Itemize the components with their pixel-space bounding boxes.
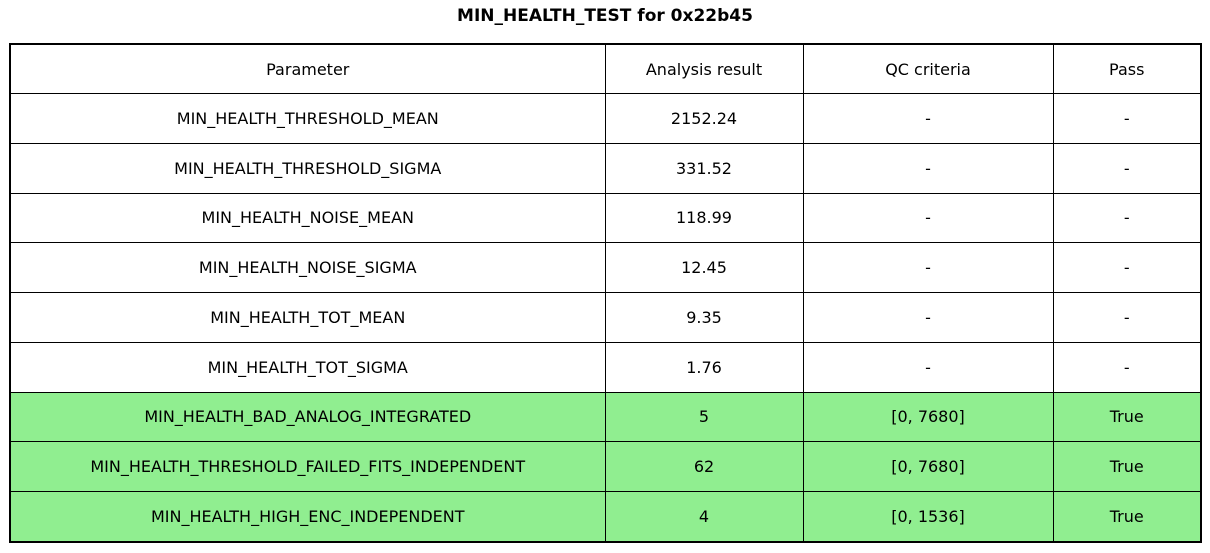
table-header-row: Parameter Analysis result QC criteria Pa… xyxy=(9,43,1202,94)
cell-pass: True xyxy=(1052,441,1202,493)
cell-parameter: MIN_HEALTH_BAD_ANALOG_INTEGRATED xyxy=(9,391,606,443)
cell-pass: - xyxy=(1052,242,1202,294)
table-row: MIN_HEALTH_TOT_SIGMA 1.76 - - xyxy=(9,341,1202,393)
table-row: MIN_HEALTH_NOISE_MEAN 118.99 - - xyxy=(9,192,1202,244)
cell-analysis-result: 4 xyxy=(604,491,804,543)
table-row: MIN_HEALTH_TOT_MEAN 9.35 - - xyxy=(9,292,1202,343)
column-header-parameter: Parameter xyxy=(9,43,606,94)
cell-qc-criteria: - xyxy=(802,142,1054,194)
cell-pass: - xyxy=(1052,192,1202,244)
table-row: MIN_HEALTH_BAD_ANALOG_INTEGRATED 5 [0, 7… xyxy=(9,391,1202,443)
cell-parameter: MIN_HEALTH_NOISE_MEAN xyxy=(9,192,606,244)
cell-qc-criteria: - xyxy=(802,192,1054,244)
cell-qc-criteria: - xyxy=(802,341,1054,393)
table-row: MIN_HEALTH_THRESHOLD_SIGMA 331.52 - - xyxy=(9,142,1202,194)
cell-pass: True xyxy=(1052,391,1202,443)
cell-parameter: MIN_HEALTH_TOT_MEAN xyxy=(9,292,606,343)
cell-analysis-result: 5 xyxy=(604,391,804,443)
table-row: MIN_HEALTH_NOISE_SIGMA 12.45 - - xyxy=(9,242,1202,294)
cell-pass: - xyxy=(1052,142,1202,194)
cell-pass: - xyxy=(1052,341,1202,393)
cell-analysis-result: 9.35 xyxy=(604,292,804,343)
column-header-qc-criteria: QC criteria xyxy=(802,43,1054,94)
cell-analysis-result: 12.45 xyxy=(604,242,804,294)
cell-pass: - xyxy=(1052,93,1202,144)
cell-analysis-result: 1.76 xyxy=(604,341,804,393)
cell-qc-criteria: - xyxy=(802,242,1054,294)
cell-pass: - xyxy=(1052,292,1202,343)
cell-parameter: MIN_HEALTH_TOT_SIGMA xyxy=(9,341,606,393)
table-row: MIN_HEALTH_THRESHOLD_MEAN 2152.24 - - xyxy=(9,93,1202,144)
cell-pass: True xyxy=(1052,491,1202,543)
table-row: MIN_HEALTH_HIGH_ENC_INDEPENDENT 4 [0, 15… xyxy=(9,491,1202,543)
column-header-analysis-result: Analysis result xyxy=(604,43,804,94)
qc-results-table: Parameter Analysis result QC criteria Pa… xyxy=(9,43,1202,543)
cell-analysis-result: 118.99 xyxy=(604,192,804,244)
cell-parameter: MIN_HEALTH_HIGH_ENC_INDEPENDENT xyxy=(9,491,606,543)
cell-qc-criteria: [0, 7680] xyxy=(802,391,1054,443)
figure-title: MIN_HEALTH_TEST for 0x22b45 xyxy=(457,6,753,26)
table-row: MIN_HEALTH_THRESHOLD_FAILED_FITS_INDEPEN… xyxy=(9,441,1202,493)
cell-analysis-result: 331.52 xyxy=(604,142,804,194)
cell-analysis-result: 62 xyxy=(604,441,804,493)
cell-qc-criteria: - xyxy=(802,292,1054,343)
cell-parameter: MIN_HEALTH_THRESHOLD_FAILED_FITS_INDEPEN… xyxy=(9,441,606,493)
cell-parameter: MIN_HEALTH_NOISE_SIGMA xyxy=(9,242,606,294)
cell-analysis-result: 2152.24 xyxy=(604,93,804,144)
cell-parameter: MIN_HEALTH_THRESHOLD_MEAN xyxy=(9,93,606,144)
cell-parameter: MIN_HEALTH_THRESHOLD_SIGMA xyxy=(9,142,606,194)
cell-qc-criteria: [0, 7680] xyxy=(802,441,1054,493)
cell-qc-criteria: - xyxy=(802,93,1054,144)
column-header-pass: Pass xyxy=(1052,43,1202,94)
cell-qc-criteria: [0, 1536] xyxy=(802,491,1054,543)
